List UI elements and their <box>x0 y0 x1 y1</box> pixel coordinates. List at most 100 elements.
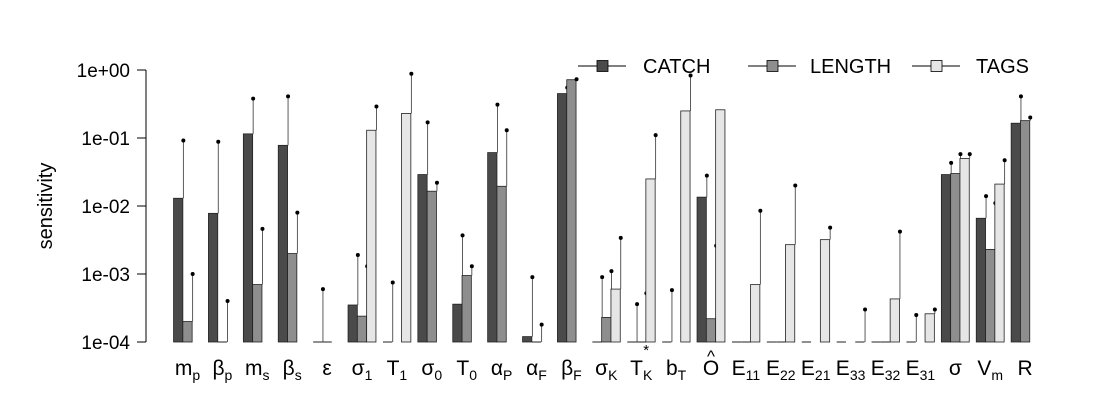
x-tick-label-base: α <box>526 357 538 380</box>
x-tick-label-subscript: 21 <box>815 367 831 383</box>
x-tick-label-subscript: P <box>503 367 512 383</box>
error-point <box>600 275 605 280</box>
x-tick-label-base: β <box>283 357 295 380</box>
x-tick-label: E31 <box>906 357 936 383</box>
x-tick-label-subscript: 0 <box>434 367 442 383</box>
error-point <box>1002 158 1007 163</box>
x-tick-label: O <box>703 357 719 380</box>
error-point <box>260 226 265 231</box>
error-point <box>225 299 230 304</box>
error-point <box>793 183 798 188</box>
bar-catch <box>208 212 219 343</box>
bar-length <box>985 249 996 343</box>
bar-length <box>601 317 612 343</box>
bar-tags <box>785 244 796 343</box>
error-point <box>828 225 833 230</box>
bar-catch <box>696 196 707 343</box>
y-axis-label: sensitivity <box>35 163 57 250</box>
bar-length <box>252 284 263 343</box>
x-tick-label-accent: ^ <box>707 347 715 366</box>
x-tick-label-subscript: 1 <box>365 367 373 383</box>
error-point <box>1028 115 1033 120</box>
error-point <box>434 180 439 185</box>
bar-length <box>496 185 507 343</box>
legend: CATCH LENGTH TAGS <box>578 56 1029 78</box>
bars <box>173 71 1033 343</box>
x-tick-label-subscript: K <box>608 367 618 383</box>
bar-length <box>461 275 472 343</box>
x-tick-label-base: α <box>491 357 503 380</box>
bar-catch <box>452 303 463 343</box>
error-point <box>504 128 509 133</box>
x-tick-label-subscript: 31 <box>920 367 936 383</box>
x-tick-label-base: β <box>212 357 224 380</box>
x-tick-label-subscript: 33 <box>850 367 866 383</box>
error-point <box>460 233 465 238</box>
x-tick-label-base: T <box>456 357 469 380</box>
bar-length <box>182 321 193 343</box>
y-tick-label: 1e-04 <box>81 333 130 354</box>
error-point <box>390 280 395 285</box>
x-tick-label-subscript: p <box>225 367 233 383</box>
x-tick-label-base: β <box>561 357 573 380</box>
bar-catch <box>242 133 254 343</box>
bar-length <box>566 79 577 343</box>
x-tick-label: T0 <box>456 357 477 383</box>
y-tick-label: 1e-02 <box>81 197 130 218</box>
legend-label: LENGTH <box>810 56 891 78</box>
x-tick-label: ms <box>245 357 270 383</box>
error-point <box>914 312 919 317</box>
x-tick-label-base: E <box>871 357 885 380</box>
x-tick-label: σ1 <box>352 357 373 383</box>
bar-length <box>356 315 368 343</box>
x-tick-label: E33 <box>836 357 866 383</box>
error-point <box>539 322 544 327</box>
x-tick-label: E11 <box>732 357 761 383</box>
x-tick-label-subscript: s <box>263 367 270 383</box>
bar-length <box>287 253 298 343</box>
legend-label: TAGS <box>976 56 1029 78</box>
y-tick-label: 1e+00 <box>77 61 130 82</box>
x-tick-label-subscript: F <box>573 367 582 383</box>
bar-tags <box>959 158 970 343</box>
bar-tags <box>366 129 377 343</box>
bar-length <box>426 190 437 343</box>
x-tick-label: Vm <box>977 357 1003 383</box>
error-point <box>216 139 221 144</box>
x-tick-label: αP <box>491 357 512 383</box>
error-point <box>897 229 902 234</box>
x-tick-label-base: E <box>801 357 815 380</box>
x-tick-label: E32 <box>871 357 901 383</box>
x-tick-label-base: V <box>977 357 991 380</box>
error-point <box>320 287 325 292</box>
x-tick-label-subscript: T <box>678 367 687 383</box>
x-tick-label: T1 <box>387 357 408 383</box>
x-tick-label-base: R <box>1018 357 1033 380</box>
x-tick-label-base: m <box>245 357 263 380</box>
x-tick-label: bT <box>666 357 687 383</box>
error-point <box>618 235 623 240</box>
error-point <box>688 73 693 78</box>
x-tick-label: ε <box>322 357 331 380</box>
x-tick-label: R <box>1018 357 1033 380</box>
x-tick-label-subscript: K <box>643 367 653 383</box>
bar-catch <box>347 304 358 343</box>
error-point <box>932 307 937 312</box>
x-tick-label-base: T <box>630 357 643 380</box>
x-tick-label: σ <box>949 357 962 380</box>
error-point <box>967 152 972 157</box>
error-point <box>530 275 535 280</box>
error-point <box>286 94 291 99</box>
x-tick-label-base: ε <box>322 357 331 380</box>
bar-catch <box>1010 122 1021 343</box>
y-tick-label: 1e-03 <box>81 265 130 286</box>
x-tick-label-base: E <box>836 357 850 380</box>
bar-catch <box>173 197 184 343</box>
error-point <box>355 253 360 258</box>
error-point <box>295 210 300 215</box>
bar-tags <box>401 113 412 343</box>
x-tick-label-base: m <box>175 357 193 380</box>
x-tick-label-subscript: 32 <box>885 367 901 383</box>
x-tick-labels: mp βp ms βs ε σ1 T1 σ0 T0 αP αF βF σK TK*bT O^E11 E22 E2… <box>175 342 1033 383</box>
